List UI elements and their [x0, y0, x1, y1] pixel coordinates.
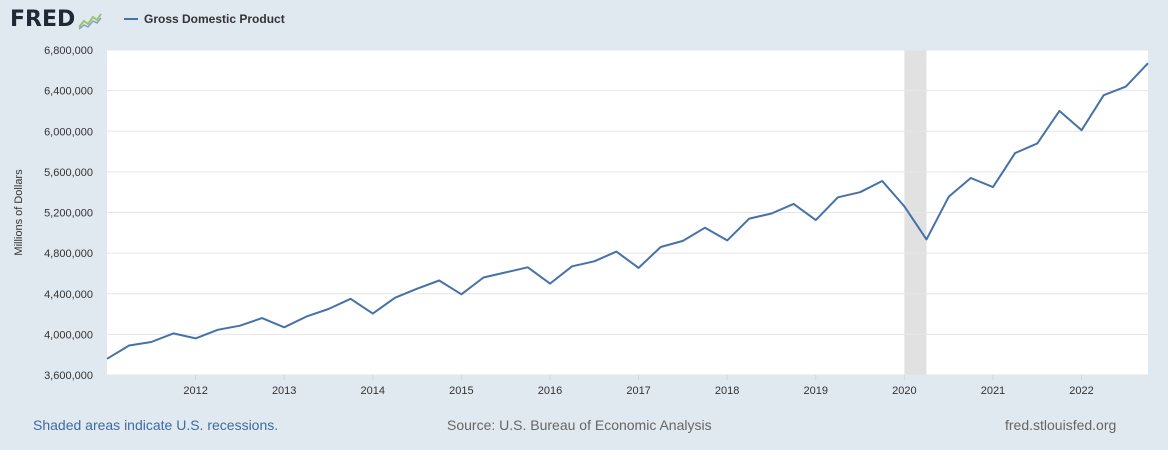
data-point[interactable]: [813, 217, 819, 223]
data-point[interactable]: [901, 203, 907, 209]
data-point[interactable]: [126, 343, 132, 349]
y-tick-label: 6,400,000: [44, 86, 93, 98]
grid-lines: [107, 49, 1148, 376]
data-point[interactable]: [768, 211, 774, 217]
fred-logo[interactable]: FRED: [10, 7, 103, 33]
fred-url[interactable]: fred.stlouisfed.org: [1005, 417, 1117, 433]
x-tick-label: 2019: [804, 385, 828, 397]
chart-area[interactable]: 3,600,000 4,000,000 4,400,000 4,800,000 5,20…: [0, 0, 1168, 400]
data-point[interactable]: [547, 281, 553, 287]
data-point[interactable]: [104, 356, 110, 362]
data-point[interactable]: [702, 225, 708, 231]
data-point[interactable]: [414, 286, 420, 292]
data-point[interactable]: [791, 201, 797, 207]
data-point[interactable]: [348, 296, 354, 302]
x-tick-label: 2012: [183, 385, 207, 397]
data-point[interactable]: [968, 175, 974, 181]
data-point[interactable]: [1101, 92, 1107, 98]
data-point[interactable]: [1145, 60, 1151, 66]
y-tick-label: 5,600,000: [44, 167, 93, 179]
data-point[interactable]: [835, 194, 841, 200]
data-point[interactable]: [1034, 140, 1040, 146]
data-point[interactable]: [392, 295, 398, 301]
data-point[interactable]: [148, 339, 154, 345]
series-layer: [104, 60, 1151, 362]
data-point[interactable]: [724, 237, 730, 243]
data-point[interactable]: [237, 323, 243, 329]
x-tick-label: 2015: [449, 385, 473, 397]
data-point[interactable]: [857, 189, 863, 195]
data-point[interactable]: [613, 249, 619, 255]
x-tick-label: 2021: [981, 385, 1005, 397]
data-point[interactable]: [1056, 108, 1062, 114]
source-note: Source: U.S. Bureau of Economic Analysis: [447, 417, 712, 433]
y-axis-title: Millions of Dollars: [13, 169, 25, 256]
x-tick-label: 2022: [1069, 385, 1093, 397]
data-point[interactable]: [680, 238, 686, 244]
line-chart-icon: [78, 12, 103, 30]
data-point[interactable]: [1079, 127, 1085, 133]
x-tick-label: 2017: [626, 385, 650, 397]
data-point[interactable]: [658, 244, 664, 250]
data-point[interactable]: [193, 335, 199, 341]
data-point[interactable]: [259, 315, 265, 321]
data-point[interactable]: [458, 291, 464, 297]
series-line-gdp[interactable]: [106, 62, 1149, 360]
y-tick-label: 4,000,000: [44, 329, 93, 341]
x-tick-label: 2016: [538, 385, 562, 397]
y-tick-label: 6,800,000: [44, 45, 93, 57]
chart-legend[interactable]: Gross Domestic Product: [124, 12, 285, 26]
data-point[interactable]: [990, 184, 996, 190]
x-tick-label: 2020: [892, 385, 916, 397]
data-point[interactable]: [1123, 84, 1129, 90]
data-point[interactable]: [1012, 150, 1018, 156]
y-tick-label: 5,200,000: [44, 208, 93, 220]
y-tick-label: 4,800,000: [44, 248, 93, 260]
data-point[interactable]: [303, 314, 309, 320]
data-point[interactable]: [436, 278, 442, 284]
data-point[interactable]: [215, 327, 221, 333]
data-point[interactable]: [636, 265, 642, 271]
data-point[interactable]: [525, 264, 531, 270]
y-axis-tick-labels: 3,600,000 4,000,000 4,400,000 4,800,000 5,20…: [44, 45, 93, 382]
data-point[interactable]: [591, 258, 597, 264]
data-point[interactable]: [746, 216, 752, 222]
x-axis-tick-labels: 2012 2013 2014 2015 2016 2017 2018 2019 2020 2021…: [183, 375, 1094, 397]
data-point[interactable]: [879, 178, 885, 184]
fred-logo-text: FRED: [10, 7, 76, 32]
recession-note[interactable]: Shaded areas indicate U.S. recessions.: [33, 417, 279, 433]
data-point[interactable]: [503, 269, 509, 275]
x-tick-label: 2018: [715, 385, 739, 397]
y-tick-label: 6,000,000: [44, 126, 93, 138]
data-point[interactable]: [281, 324, 287, 330]
data-point[interactable]: [924, 236, 930, 242]
y-tick-label: 4,400,000: [44, 289, 93, 301]
legend-swatch: [124, 18, 138, 20]
legend-label: Gross Domestic Product: [144, 12, 285, 26]
data-point[interactable]: [946, 194, 952, 200]
data-point[interactable]: [481, 275, 487, 281]
data-point[interactable]: [325, 306, 331, 312]
data-point[interactable]: [170, 330, 176, 336]
data-point[interactable]: [569, 263, 575, 269]
data-point[interactable]: [370, 311, 376, 317]
y-tick-label: 3,600,000: [44, 370, 93, 382]
x-tick-label: 2014: [361, 385, 385, 397]
x-tick-label: 2013: [272, 385, 296, 397]
